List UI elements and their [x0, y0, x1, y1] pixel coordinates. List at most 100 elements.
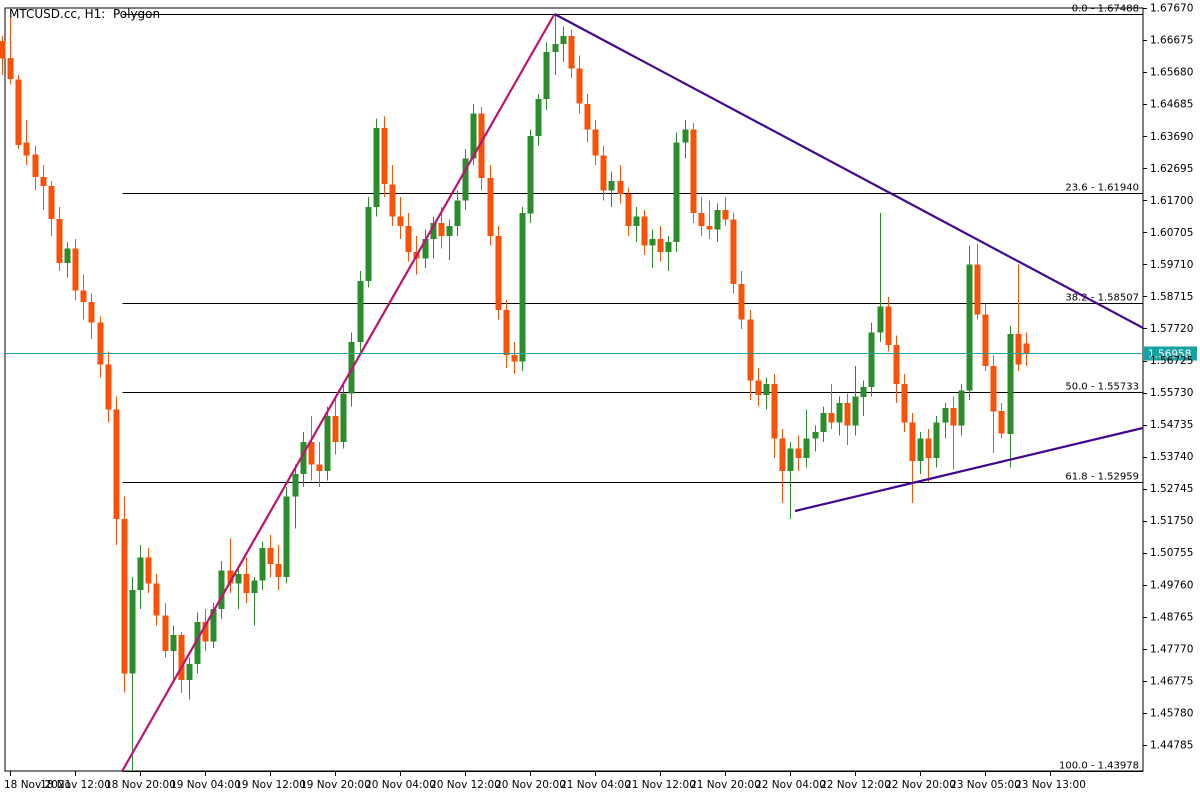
candle-body-bull	[430, 222, 437, 239]
candle	[722, 197, 729, 227]
trendline-impulse-up[interactable]	[121, 13, 556, 772]
candle-body-bear	[105, 364, 112, 410]
candle	[446, 219, 453, 260]
candle-body-bear	[730, 219, 737, 285]
candle	[32, 145, 39, 191]
candle	[633, 206, 640, 243]
candle	[1023, 332, 1030, 367]
candle	[925, 428, 932, 483]
fib-level-label-0.0: 0.0 - 1.67488	[1072, 4, 1139, 15]
candle-body-bear	[1015, 334, 1022, 365]
candle-body-bear	[755, 380, 762, 396]
candle	[235, 567, 242, 610]
candle-body-bull	[324, 416, 331, 471]
candle-body-bear	[925, 438, 932, 458]
candle	[430, 216, 437, 259]
y-axis-label: 1.51750	[1150, 515, 1193, 527]
candle	[365, 197, 372, 288]
candle-body-bear	[97, 322, 104, 365]
candle-body-bear	[625, 193, 632, 227]
candle-body-bull	[933, 422, 940, 458]
candle	[998, 403, 1005, 439]
candle-body-bear	[568, 36, 575, 69]
candle	[974, 243, 981, 320]
candle-body-bull	[803, 438, 810, 458]
x-axis-label: 20 Nov 04:00	[365, 779, 436, 791]
candle-body-bear	[600, 155, 607, 191]
candle-body-bull	[300, 441, 307, 474]
candle-body-bull	[560, 36, 567, 45]
candle-body-bull	[942, 408, 949, 423]
x-axis-label: 22 Nov 04:00	[755, 779, 826, 791]
candle-body-bear	[178, 635, 185, 681]
candle-body-bear	[974, 264, 981, 315]
candle	[625, 187, 632, 236]
candle	[40, 164, 47, 210]
candle-body-bear	[267, 548, 274, 565]
y-axis-label: 1.48765	[1150, 611, 1193, 623]
candle	[917, 432, 924, 474]
candle-body-bear	[698, 213, 705, 227]
candle	[487, 164, 494, 246]
candle	[340, 383, 347, 449]
candle	[121, 496, 128, 693]
candle-body-bull	[673, 142, 680, 243]
candle-body-bear	[617, 181, 624, 194]
y-axis-label: 1.56725	[1150, 355, 1193, 367]
candle-body-bull	[812, 432, 819, 439]
candle-body-bull	[462, 158, 469, 201]
candle-body-bull	[966, 264, 973, 391]
candle	[129, 577, 136, 771]
fib-level-label-100.0: 100.0 - 1.43978	[1059, 761, 1139, 772]
candle-body-bear	[48, 185, 55, 220]
candle-body-bull	[836, 403, 843, 423]
candle-body-bear	[32, 154, 39, 178]
y-axis-label: 1.62695	[1150, 163, 1193, 175]
x-axis-label: 19 Nov 04:00	[170, 779, 241, 791]
candle-body-bull	[958, 390, 965, 426]
candle-body-bear	[405, 226, 412, 252]
y-axis-label: 1.45780	[1150, 707, 1193, 719]
candle	[543, 42, 550, 111]
candle-body-bear	[438, 222, 445, 236]
candle	[608, 171, 615, 207]
candle	[576, 55, 583, 114]
candle	[1007, 325, 1014, 468]
candle-body-bull	[1007, 334, 1014, 434]
candle-body-bear	[495, 235, 502, 310]
y-axis-label: 1.66675	[1150, 35, 1193, 47]
candle-body-bull	[787, 448, 794, 471]
candle-body-bull	[259, 548, 266, 581]
candle	[990, 354, 997, 454]
candle	[584, 94, 591, 143]
candle	[803, 409, 810, 468]
candle-body-bear	[584, 103, 591, 130]
candle-body-bear	[828, 412, 835, 423]
trendline-triangle-resistance[interactable]	[553, 13, 1144, 329]
candle-body-bull	[137, 557, 144, 590]
candle	[0, 36, 6, 75]
y-axis-label: 1.52745	[1150, 483, 1193, 495]
candle	[422, 229, 429, 268]
candle	[332, 396, 339, 455]
candle-body-bear	[227, 570, 234, 584]
candle-body-bear	[316, 464, 323, 471]
candle	[535, 94, 542, 146]
candle	[478, 107, 485, 191]
x-axis-label: 23 Nov 13:00	[1015, 779, 1086, 791]
trendline-triangle-support[interactable]	[794, 426, 1144, 513]
candle	[259, 541, 266, 590]
y-axis-label: 1.59710	[1150, 259, 1193, 271]
candle	[194, 612, 201, 674]
candle	[868, 322, 875, 397]
y-axis-label: 1.47770	[1150, 643, 1193, 655]
candle	[178, 631, 185, 693]
candle	[519, 206, 526, 371]
candle	[755, 367, 762, 407]
candle-body-bear	[7, 58, 14, 80]
candle	[649, 229, 656, 268]
candle-body-bear	[893, 345, 900, 384]
candle	[852, 366, 859, 436]
